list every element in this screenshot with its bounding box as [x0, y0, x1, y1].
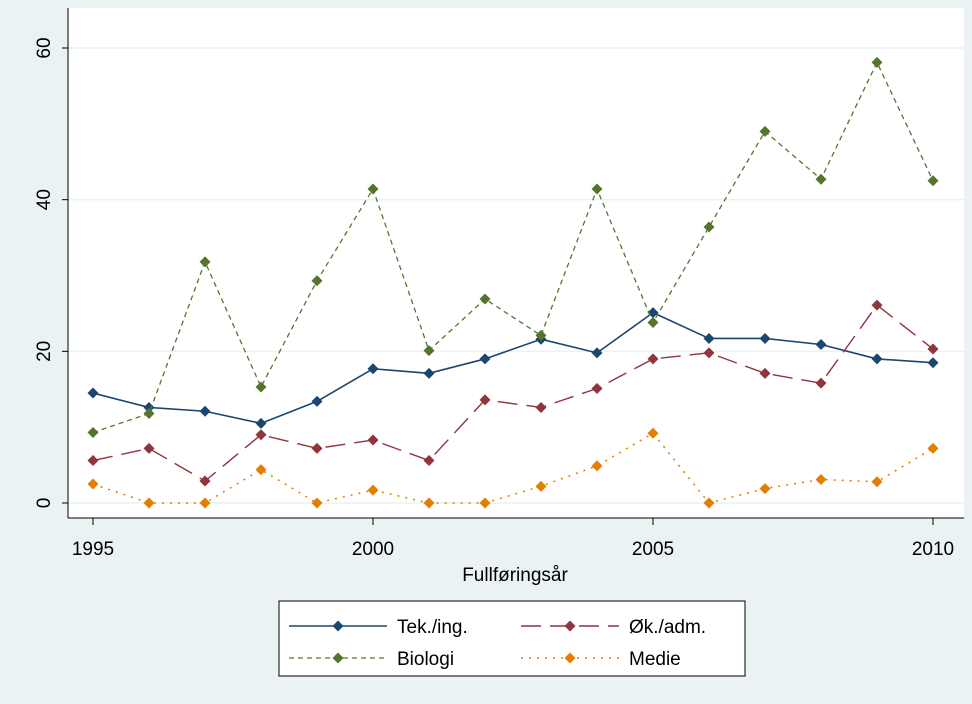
series-3-point-5	[367, 484, 379, 496]
series-group	[87, 56, 939, 509]
series-1-point-11	[703, 347, 715, 359]
legend-marker-0	[332, 620, 344, 632]
series-1	[87, 299, 939, 487]
series-1-point-9	[591, 382, 603, 394]
series-3-point-14	[871, 476, 883, 488]
series-2-point-0	[87, 426, 99, 438]
series-2-point-9	[591, 183, 603, 195]
series-3-point-8	[535, 480, 547, 492]
series-0-point-9	[591, 347, 603, 359]
series-0-point-15	[927, 357, 939, 369]
series-2-point-12	[759, 125, 771, 137]
series-0-point-13	[815, 339, 827, 351]
series-0-point-1	[143, 401, 155, 413]
series-1-point-4	[311, 442, 323, 454]
grid-lines	[68, 47, 964, 504]
series-3	[87, 427, 939, 509]
x-tick-label-2: 2005	[632, 539, 674, 560]
series-2-point-11	[703, 221, 715, 233]
series-1-point-1	[143, 442, 155, 454]
series-0-point-4	[311, 395, 323, 407]
series-3-point-15	[927, 442, 939, 454]
series-2-point-3	[255, 381, 267, 393]
series-0-point-2	[199, 405, 211, 417]
legend-item-0: Tek./ing.	[289, 617, 468, 638]
series-1-point-6	[423, 455, 435, 467]
series-2-point-6	[423, 345, 435, 357]
plot-area	[68, 8, 964, 518]
series-1-point-3	[255, 429, 267, 441]
legend-item-3: Medie	[521, 649, 681, 670]
series-2-point-10	[647, 317, 659, 329]
legend-marker-2	[332, 652, 344, 664]
series-0-point-12	[759, 332, 771, 344]
series-3-point-11	[703, 497, 715, 509]
axes: 0 20 40 60 1995 2000 2005 2010	[34, 8, 964, 560]
y-tick-label-3: 60	[34, 37, 55, 58]
series-0-point-5	[367, 363, 379, 375]
legend-item-1: Øk./adm.	[521, 617, 706, 638]
series-0-point-10	[647, 307, 659, 319]
series-1-point-5	[367, 434, 379, 446]
series-1-point-13	[815, 377, 827, 389]
series-3-point-9	[591, 460, 603, 472]
series-2	[87, 56, 939, 438]
series-0-point-0	[87, 387, 99, 399]
series-line-0	[92, 311, 934, 425]
y-tick-label-2: 40	[34, 189, 55, 210]
series-1-point-12	[759, 367, 771, 379]
series-0-point-6	[423, 367, 435, 379]
series-3-point-12	[759, 483, 771, 495]
legend-label-1: Øk./adm.	[629, 617, 706, 638]
series-1-point-15	[927, 343, 939, 355]
series-3-point-4	[311, 497, 323, 509]
legend-label-0: Tek./ing.	[397, 617, 468, 638]
series-2-point-5	[367, 183, 379, 195]
series-2-point-13	[815, 173, 827, 185]
series-0-point-14	[871, 353, 883, 365]
series-2-point-4	[311, 275, 323, 287]
series-2-point-8	[535, 329, 547, 341]
legend-marker-1	[564, 620, 576, 632]
series-1-point-14	[871, 299, 883, 311]
series-3-point-6	[423, 497, 435, 509]
series-0-point-3	[255, 417, 267, 429]
series-1-point-7	[479, 394, 491, 406]
legend-item-2: Biologi	[289, 649, 454, 670]
x-tick-label-3: 2010	[912, 539, 954, 560]
series-1-point-2	[199, 475, 211, 487]
y-tick-label-1: 20	[34, 341, 55, 362]
series-1-point-8	[535, 401, 547, 413]
legend-label-2: Biologi	[397, 649, 454, 670]
x-axis-title: Fullføringsår	[462, 565, 568, 586]
series-2-point-14	[871, 56, 883, 68]
y-tick-label-0: 0	[34, 498, 55, 509]
series-3-point-10	[647, 427, 659, 439]
legend-label-3: Medie	[629, 649, 681, 670]
series-3-point-13	[815, 473, 827, 485]
series-3-point-3	[255, 464, 267, 476]
series-2-point-1	[143, 408, 155, 420]
x-tick-label-0: 1995	[72, 539, 114, 560]
series-1-point-10	[647, 353, 659, 365]
series-3-point-0	[87, 478, 99, 490]
series-2-point-2	[199, 256, 211, 268]
series-line-2	[92, 61, 934, 434]
series-0-point-7	[479, 353, 491, 365]
series-3-point-7	[479, 497, 491, 509]
series-0-point-11	[703, 332, 715, 344]
x-tick-label-1: 2000	[352, 539, 394, 560]
legend: Tek./ing. Øk./adm. Biologi Medie	[278, 600, 746, 677]
series-2-point-7	[479, 293, 491, 305]
legend-marker-3	[564, 652, 576, 664]
series-2-point-15	[927, 175, 939, 187]
series-3-point-2	[199, 497, 211, 509]
series-3-point-1	[143, 497, 155, 509]
legend-box	[278, 600, 746, 677]
series-1-point-0	[87, 455, 99, 467]
series-line-1	[92, 304, 934, 482]
